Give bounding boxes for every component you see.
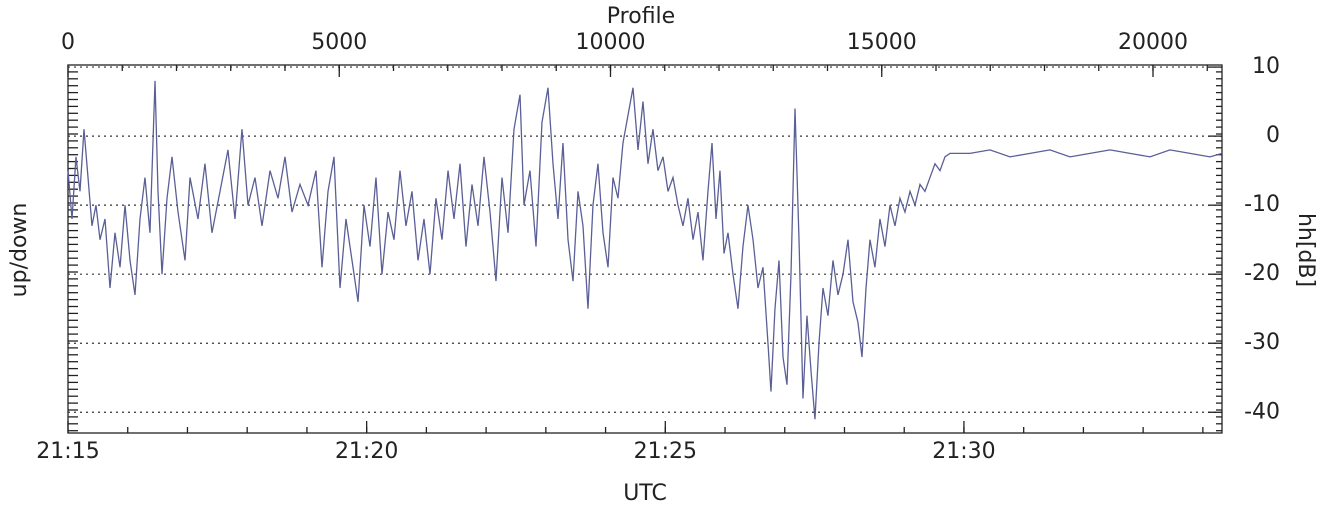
y2-tick-label: -30 [1244,330,1280,355]
data-line [67,80,1223,420]
top-axis-label: Profile [607,4,675,29]
x-tick-label: 15000 [847,30,917,55]
x2-tick-label: 21:15 [36,439,99,464]
x-tick-label: 5000 [311,30,367,55]
y2-tick-label: 10 [1252,54,1280,79]
x2-tick-label: 21:30 [932,439,995,464]
plot-frame [67,64,1223,434]
y2-tick-label: 0 [1266,123,1280,148]
x2-tick-label: 21:20 [335,439,398,464]
x-tick-label: 0 [61,30,75,55]
x-tick-label: 20000 [1118,30,1188,55]
right-axis-label: hh[dB] [1293,213,1318,287]
y2-tick-label: -40 [1244,399,1280,424]
left-axis-label: up/down [7,203,32,298]
x-tick-label: 10000 [575,30,645,55]
y2-tick-label: -10 [1244,192,1280,217]
bottom-axis-label: UTC [623,481,667,506]
axes-frame [67,64,1223,434]
x2-tick-label: 21:25 [634,439,697,464]
y2-tick-label: -20 [1244,261,1280,286]
